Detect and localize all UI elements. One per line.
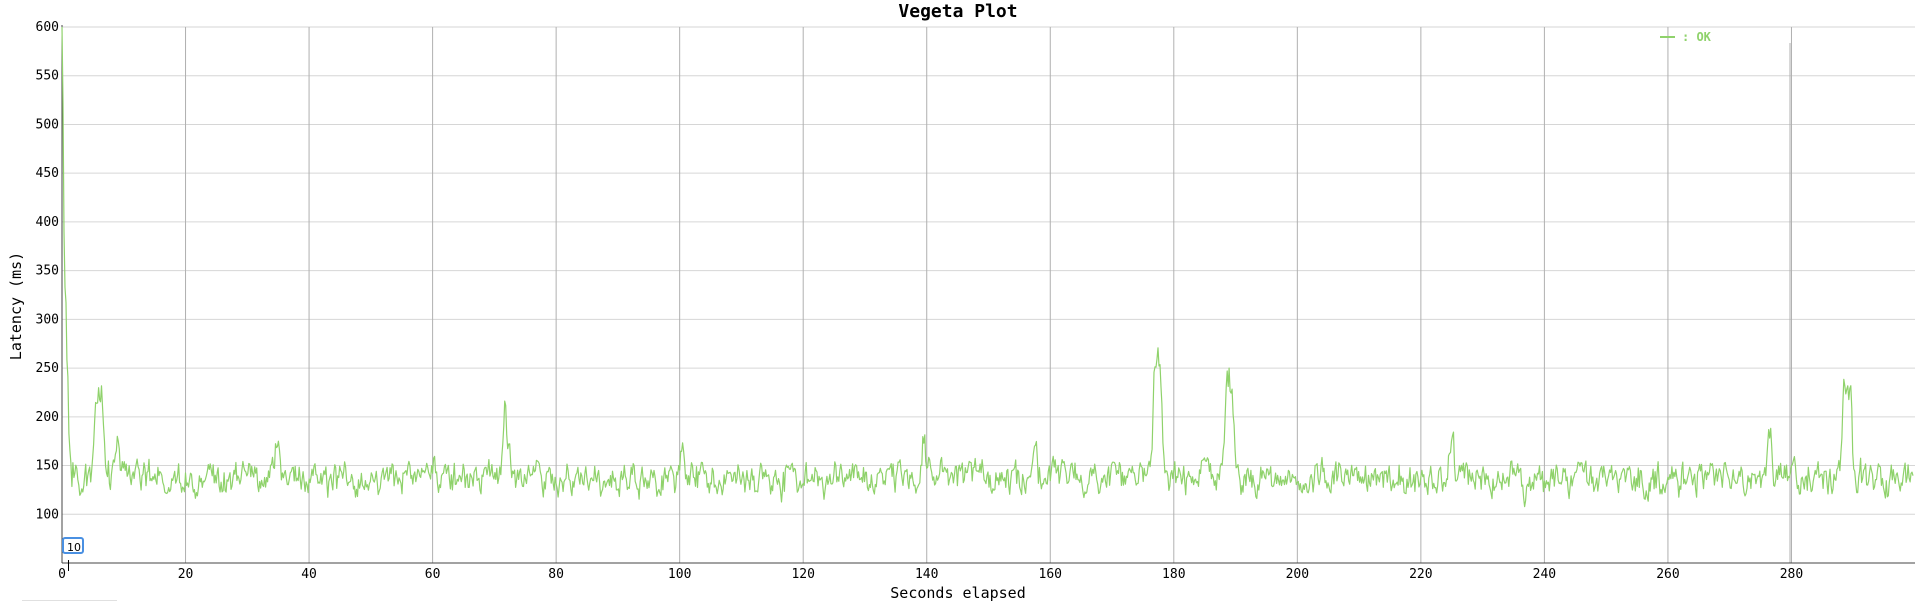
y-tick-label: 250: [36, 361, 59, 376]
legend: : OK: [1660, 30, 1712, 44]
x-tick-label: 220: [1409, 567, 1432, 582]
y-tick-label: 450: [36, 166, 59, 181]
y-tick-label: 400: [36, 215, 59, 230]
x-tick-label: 180: [1162, 567, 1185, 582]
inline-edit-input[interactable]: 10: [62, 537, 84, 571]
x-tick-label: 240: [1533, 567, 1556, 582]
y-tick-label: 600: [36, 20, 59, 35]
y-tick-label: 100: [36, 507, 59, 522]
footer-divider: [22, 600, 117, 601]
y-axis-label: Latency (ms): [7, 252, 25, 360]
axes: [61, 25, 1915, 564]
x-tick-label: 80: [548, 567, 564, 582]
x-tick-label: 0: [58, 567, 66, 582]
chart-title: Vegeta Plot: [898, 1, 1017, 22]
x-tick-label: 100: [668, 567, 691, 582]
x-tick-label: 280: [1780, 567, 1803, 582]
x-tick-label: 60: [425, 567, 441, 582]
x-tick-label: 20: [178, 567, 194, 582]
y-tick-label: 300: [36, 312, 59, 327]
x-tick-label: 40: [301, 567, 317, 582]
x-tick-label: 260: [1656, 567, 1679, 582]
x-tick-label: 160: [1039, 567, 1062, 582]
x-tick-label: 200: [1286, 567, 1309, 582]
tick-labels: 100 150 200 250 300 350 400 450 500 550 600 0 20 40 60…: [36, 20, 1804, 582]
legend-label-ok: : OK: [1682, 30, 1712, 44]
x-axis-label: Seconds elapsed: [890, 584, 1025, 602]
y-tick-label: 500: [36, 117, 59, 132]
text-caret: [68, 559, 69, 571]
series-line-ok: [61, 26, 1914, 508]
x-tick-label: 140: [915, 567, 938, 582]
y-tick-label: 200: [36, 410, 59, 425]
y-tick-label: 150: [36, 459, 59, 474]
series-layer: [61, 26, 1914, 508]
y-tick-label: 550: [36, 69, 59, 84]
y-tick-label: 350: [36, 264, 59, 279]
inline-edit-value: 10: [67, 541, 81, 554]
x-tick-label: 120: [791, 567, 814, 582]
